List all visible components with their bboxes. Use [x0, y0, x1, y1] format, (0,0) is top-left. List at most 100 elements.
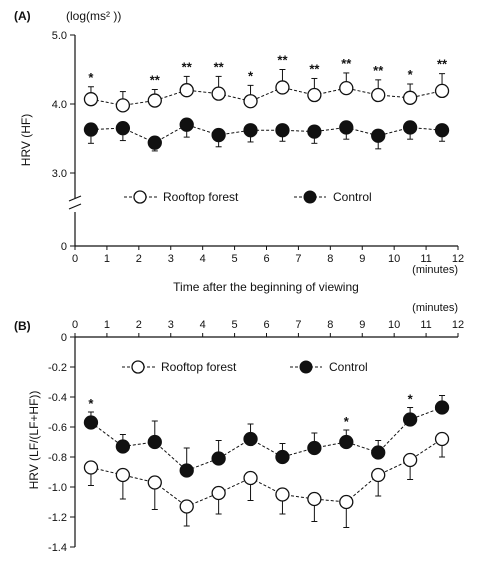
rooftop-data-point — [339, 494, 354, 510]
significance-marker: ** — [341, 56, 352, 71]
control-data-point — [147, 135, 162, 150]
panel-b: (B) (minutes) HRV (LF/(LF+HF)) 0 -0.2 -0.4… — [14, 302, 464, 554]
significance-marker: * — [408, 392, 414, 407]
x-tick-label: 6 — [263, 253, 269, 265]
control-data-point — [434, 400, 450, 415]
control-data-point — [307, 440, 322, 456]
rooftop-data-point — [179, 499, 194, 514]
rooftop-data-point — [434, 83, 450, 99]
rooftop-data-point — [179, 83, 194, 98]
significance-marker: * — [408, 67, 414, 82]
control-data-point — [371, 128, 386, 143]
rooftop-data-point — [371, 87, 386, 103]
legend-control-marker — [299, 360, 313, 374]
significance-marker: ** — [437, 57, 448, 72]
control-data-point — [179, 463, 194, 478]
rooftop-data-point — [211, 485, 226, 501]
panel-a-plot-area: * **** ******* ** ** *** — [83, 53, 450, 152]
x-tick-label: 10 — [388, 319, 400, 331]
panel-a-x-unit: (minutes) — [412, 264, 458, 276]
x-tick-label: 0 — [72, 253, 78, 265]
x-tick-label: 3 — [168, 253, 174, 265]
control-data-point — [434, 123, 450, 138]
panel-a-y-tick-label: 3.0 — [52, 168, 67, 180]
legend-rooftop-marker — [131, 360, 145, 374]
x-tick-label: 2 — [136, 319, 142, 331]
rooftop-series-line — [90, 86, 443, 106]
x-tick-label: 4 — [200, 253, 206, 265]
panel-a-y-tick-label: 5.0 — [52, 30, 67, 42]
x-tick-label: 11 — [420, 319, 431, 331]
significance-marker: ** — [277, 53, 288, 68]
x-tick-label: 10 — [388, 253, 400, 265]
control-data-point — [115, 439, 131, 454]
panel-b-legend: Rooftop forest Control — [122, 360, 368, 374]
control-data-point — [275, 123, 290, 138]
x-tick-label: 7 — [295, 253, 301, 265]
x-tick-label: 2 — [136, 253, 142, 265]
panel-a-legend: Rooftop forest Control — [124, 190, 372, 204]
panel-a-y-tick-label: 4.0 — [52, 99, 67, 111]
panel-a-unit-label: (log(ms² )) — [66, 9, 121, 23]
panel-b-y-tick-label: -0.8 — [48, 452, 67, 464]
rooftop-data-point — [402, 452, 418, 468]
control-data-point — [371, 445, 386, 460]
control-data-point — [243, 123, 258, 138]
control-series-line — [90, 124, 443, 144]
rooftop-data-point — [339, 80, 354, 96]
x-tick-label: 5 — [232, 319, 238, 331]
significance-marker: * — [248, 68, 254, 83]
rooftop-data-point — [371, 467, 386, 483]
panel-b-x-unit: (minutes) — [412, 302, 458, 314]
control-data-point — [211, 451, 226, 466]
x-tick-label: 9 — [359, 319, 365, 331]
panel-b-y-tick-label: -1.0 — [48, 482, 67, 494]
x-tick-label: 1 — [104, 319, 110, 331]
panel-a-axis-break — [68, 195, 82, 210]
x-tick-label: 3 — [168, 319, 174, 331]
rooftop-data-point — [243, 94, 258, 109]
panel-b-y-tick-label: -1.4 — [48, 542, 67, 554]
rooftop-data-point — [243, 470, 258, 486]
rooftop-data-point — [115, 98, 131, 113]
significance-marker: ** — [373, 63, 384, 78]
control-series-line — [90, 407, 443, 472]
control-data-point — [275, 449, 290, 465]
legend-control-label: Control — [333, 190, 372, 204]
control-data-point — [83, 415, 99, 430]
control-data-point — [115, 120, 131, 136]
panel-b-y-ticks: 0 -0.2 -0.4 -0.6 -0.8 -1.0 -1.2 -1.4 — [48, 332, 75, 554]
significance-marker: * — [344, 414, 350, 429]
rooftop-data-point — [147, 93, 162, 108]
panel-a-x-axis-title: Time after the beginning of viewing — [173, 280, 359, 294]
panel-b-y-tick-label: -0.2 — [48, 362, 67, 374]
legend-rooftop-label: Rooftop forest — [163, 190, 239, 204]
x-tick-label: 8 — [327, 319, 333, 331]
panel-b-y-tick-label: 0 — [61, 332, 67, 344]
rooftop-data-point — [275, 487, 290, 502]
rooftop-data-point — [307, 87, 322, 103]
legend-control-label: Control — [329, 360, 368, 374]
panel-b-plot-area: * * * — [83, 392, 450, 528]
panel-a-label: (A) — [14, 9, 31, 23]
panel-a-y-ticks: 5.0 4.0 3.0 0 — [52, 30, 75, 253]
x-tick-label: 6 — [263, 319, 269, 331]
rooftop-data-point — [83, 92, 99, 107]
rooftop-data-point — [434, 431, 450, 447]
rooftop-data-point — [402, 90, 418, 105]
control-data-point — [339, 120, 354, 135]
panel-a-y-tick-label: 0 — [61, 241, 67, 253]
significance-marker: ** — [150, 73, 161, 88]
x-tick-label: 4 — [200, 319, 206, 331]
panel-a: (A) (log(ms² )) HRV (HF) 5.0 4.0 3.0 0 0… — [14, 9, 464, 294]
x-tick-label: 11 — [420, 253, 431, 265]
x-tick-label: 9 — [359, 253, 365, 265]
rooftop-data-point — [83, 460, 99, 475]
significance-marker: ** — [182, 59, 193, 74]
control-data-point — [147, 434, 162, 450]
control-data-point — [179, 117, 194, 132]
control-data-point — [83, 122, 99, 137]
x-tick-label: 12 — [452, 253, 464, 265]
legend-rooftop-label: Rooftop forest — [161, 360, 237, 374]
